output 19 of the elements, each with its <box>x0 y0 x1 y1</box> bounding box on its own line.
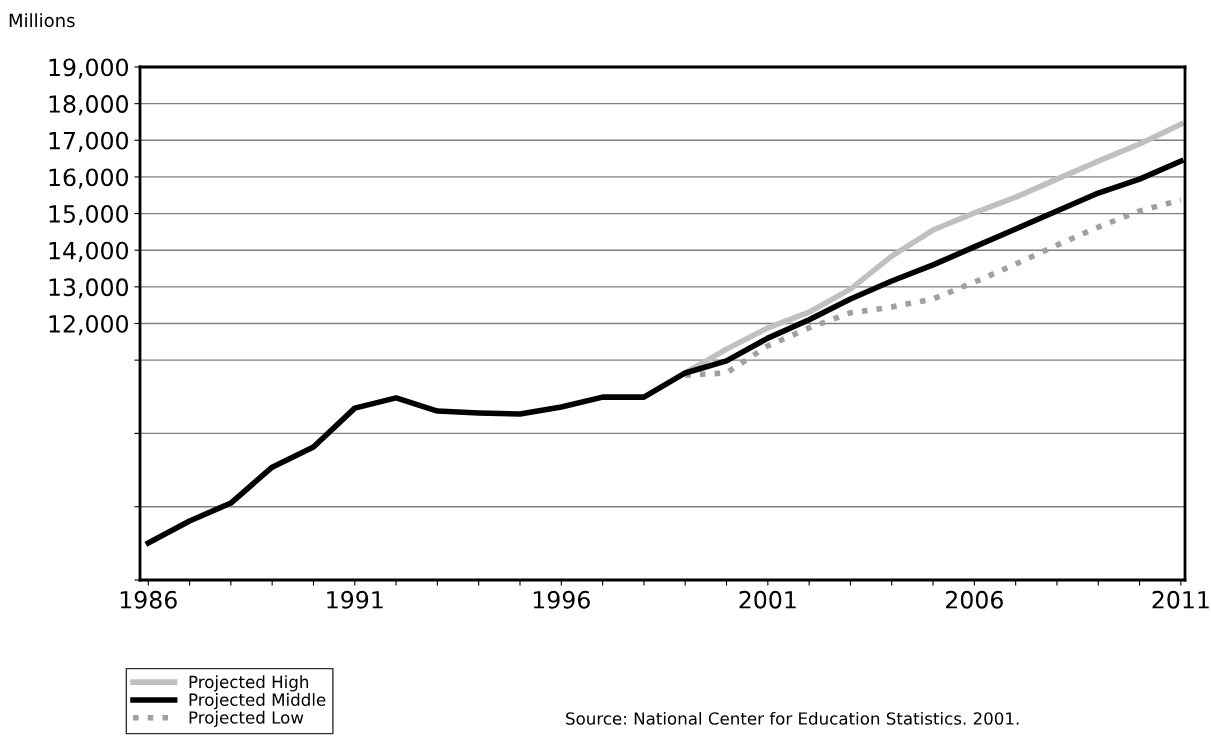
x-tick-label: 1996 <box>533 590 590 609</box>
y-tick-label: 18,000 <box>49 95 129 116</box>
legend-label: Projected Middle <box>189 693 326 710</box>
x-tick-label: 1991 <box>327 590 383 609</box>
x-tick-label: 1986 <box>120 590 177 609</box>
y-tick-label: 17,000 <box>49 131 129 152</box>
x-tick-label: 2006 <box>946 590 1003 609</box>
y-tick-label: 14,000 <box>49 241 129 262</box>
y-tick-label: 13,000 <box>49 278 129 299</box>
x-tick-label: 2011 <box>1152 590 1209 609</box>
legend-label: Projected High <box>189 675 309 692</box>
legend-label: Projected Low <box>189 710 304 727</box>
source-note: Source: National Center for Education Statistics. 2001. <box>566 711 1019 725</box>
y-tick-label: 12,000 <box>49 314 129 336</box>
x-tick-label: 2001 <box>739 590 796 609</box>
y-axis-title: Millions <box>9 13 75 28</box>
y-tick-label: 15,000 <box>49 205 129 226</box>
y-tick-label: 19,000 <box>49 58 129 79</box>
y-tick-label: 16,000 <box>49 168 129 189</box>
